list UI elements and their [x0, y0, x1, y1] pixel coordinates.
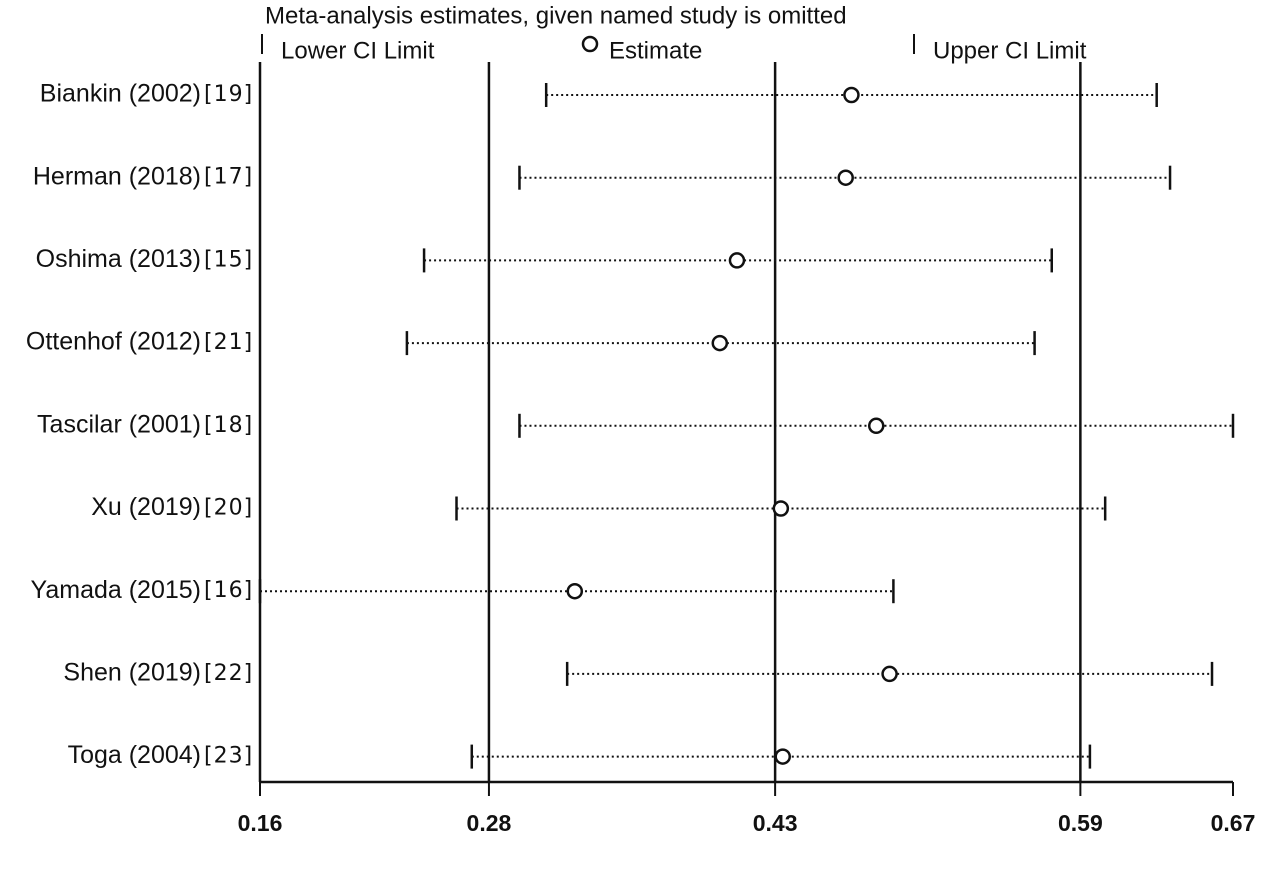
- study-label: Shen (2019): [63, 659, 201, 687]
- x-tick-label: 0.28: [467, 810, 512, 836]
- x-tick-label: 0.67: [1211, 810, 1256, 836]
- estimate-marker: [881, 665, 898, 683]
- legend-label: Lower CI Limit: [281, 37, 435, 64]
- study-ref: [20]: [204, 496, 253, 521]
- legend-label: Upper CI Limit: [933, 37, 1087, 64]
- study-label: Herman (2018): [33, 162, 201, 190]
- legend-marker: [581, 35, 599, 53]
- study-ref: [16]: [204, 578, 253, 603]
- estimate-marker: [566, 582, 584, 600]
- estimate-marker: [711, 334, 729, 352]
- x-tick-label: 0.43: [753, 810, 798, 836]
- study-label: Ottenhof (2012): [26, 328, 201, 356]
- legend-label: Estimate: [609, 37, 702, 64]
- x-tick-label: 0.16: [238, 810, 283, 836]
- study-ref: [21]: [204, 330, 253, 355]
- study-ref: [23]: [204, 744, 253, 769]
- estimate-marker: [843, 86, 860, 104]
- estimate-marker: [867, 417, 885, 435]
- study-label: Tascilar (2001): [37, 410, 201, 438]
- estimate-marker: [772, 500, 790, 517]
- study-ref: [22]: [204, 661, 253, 686]
- estimate-marker: [837, 169, 854, 186]
- estimate-marker: [774, 748, 791, 765]
- study-label: Yamada (2015): [31, 576, 201, 604]
- study-label: Oshima (2013): [36, 245, 201, 273]
- legend-title: Meta-analysis estimates, given named stu…: [265, 2, 847, 29]
- x-tick-label: 0.59: [1058, 810, 1103, 836]
- study-ref: [18]: [204, 413, 253, 438]
- study-label: Toga (2004): [68, 741, 201, 769]
- study-label: Xu (2019): [91, 493, 201, 521]
- study-ref: [15]: [204, 247, 253, 272]
- study-ref: [17]: [204, 165, 253, 190]
- study-label: Biankin (2002): [40, 80, 201, 108]
- study-ref: [19]: [204, 82, 253, 107]
- estimate-marker: [728, 252, 746, 269]
